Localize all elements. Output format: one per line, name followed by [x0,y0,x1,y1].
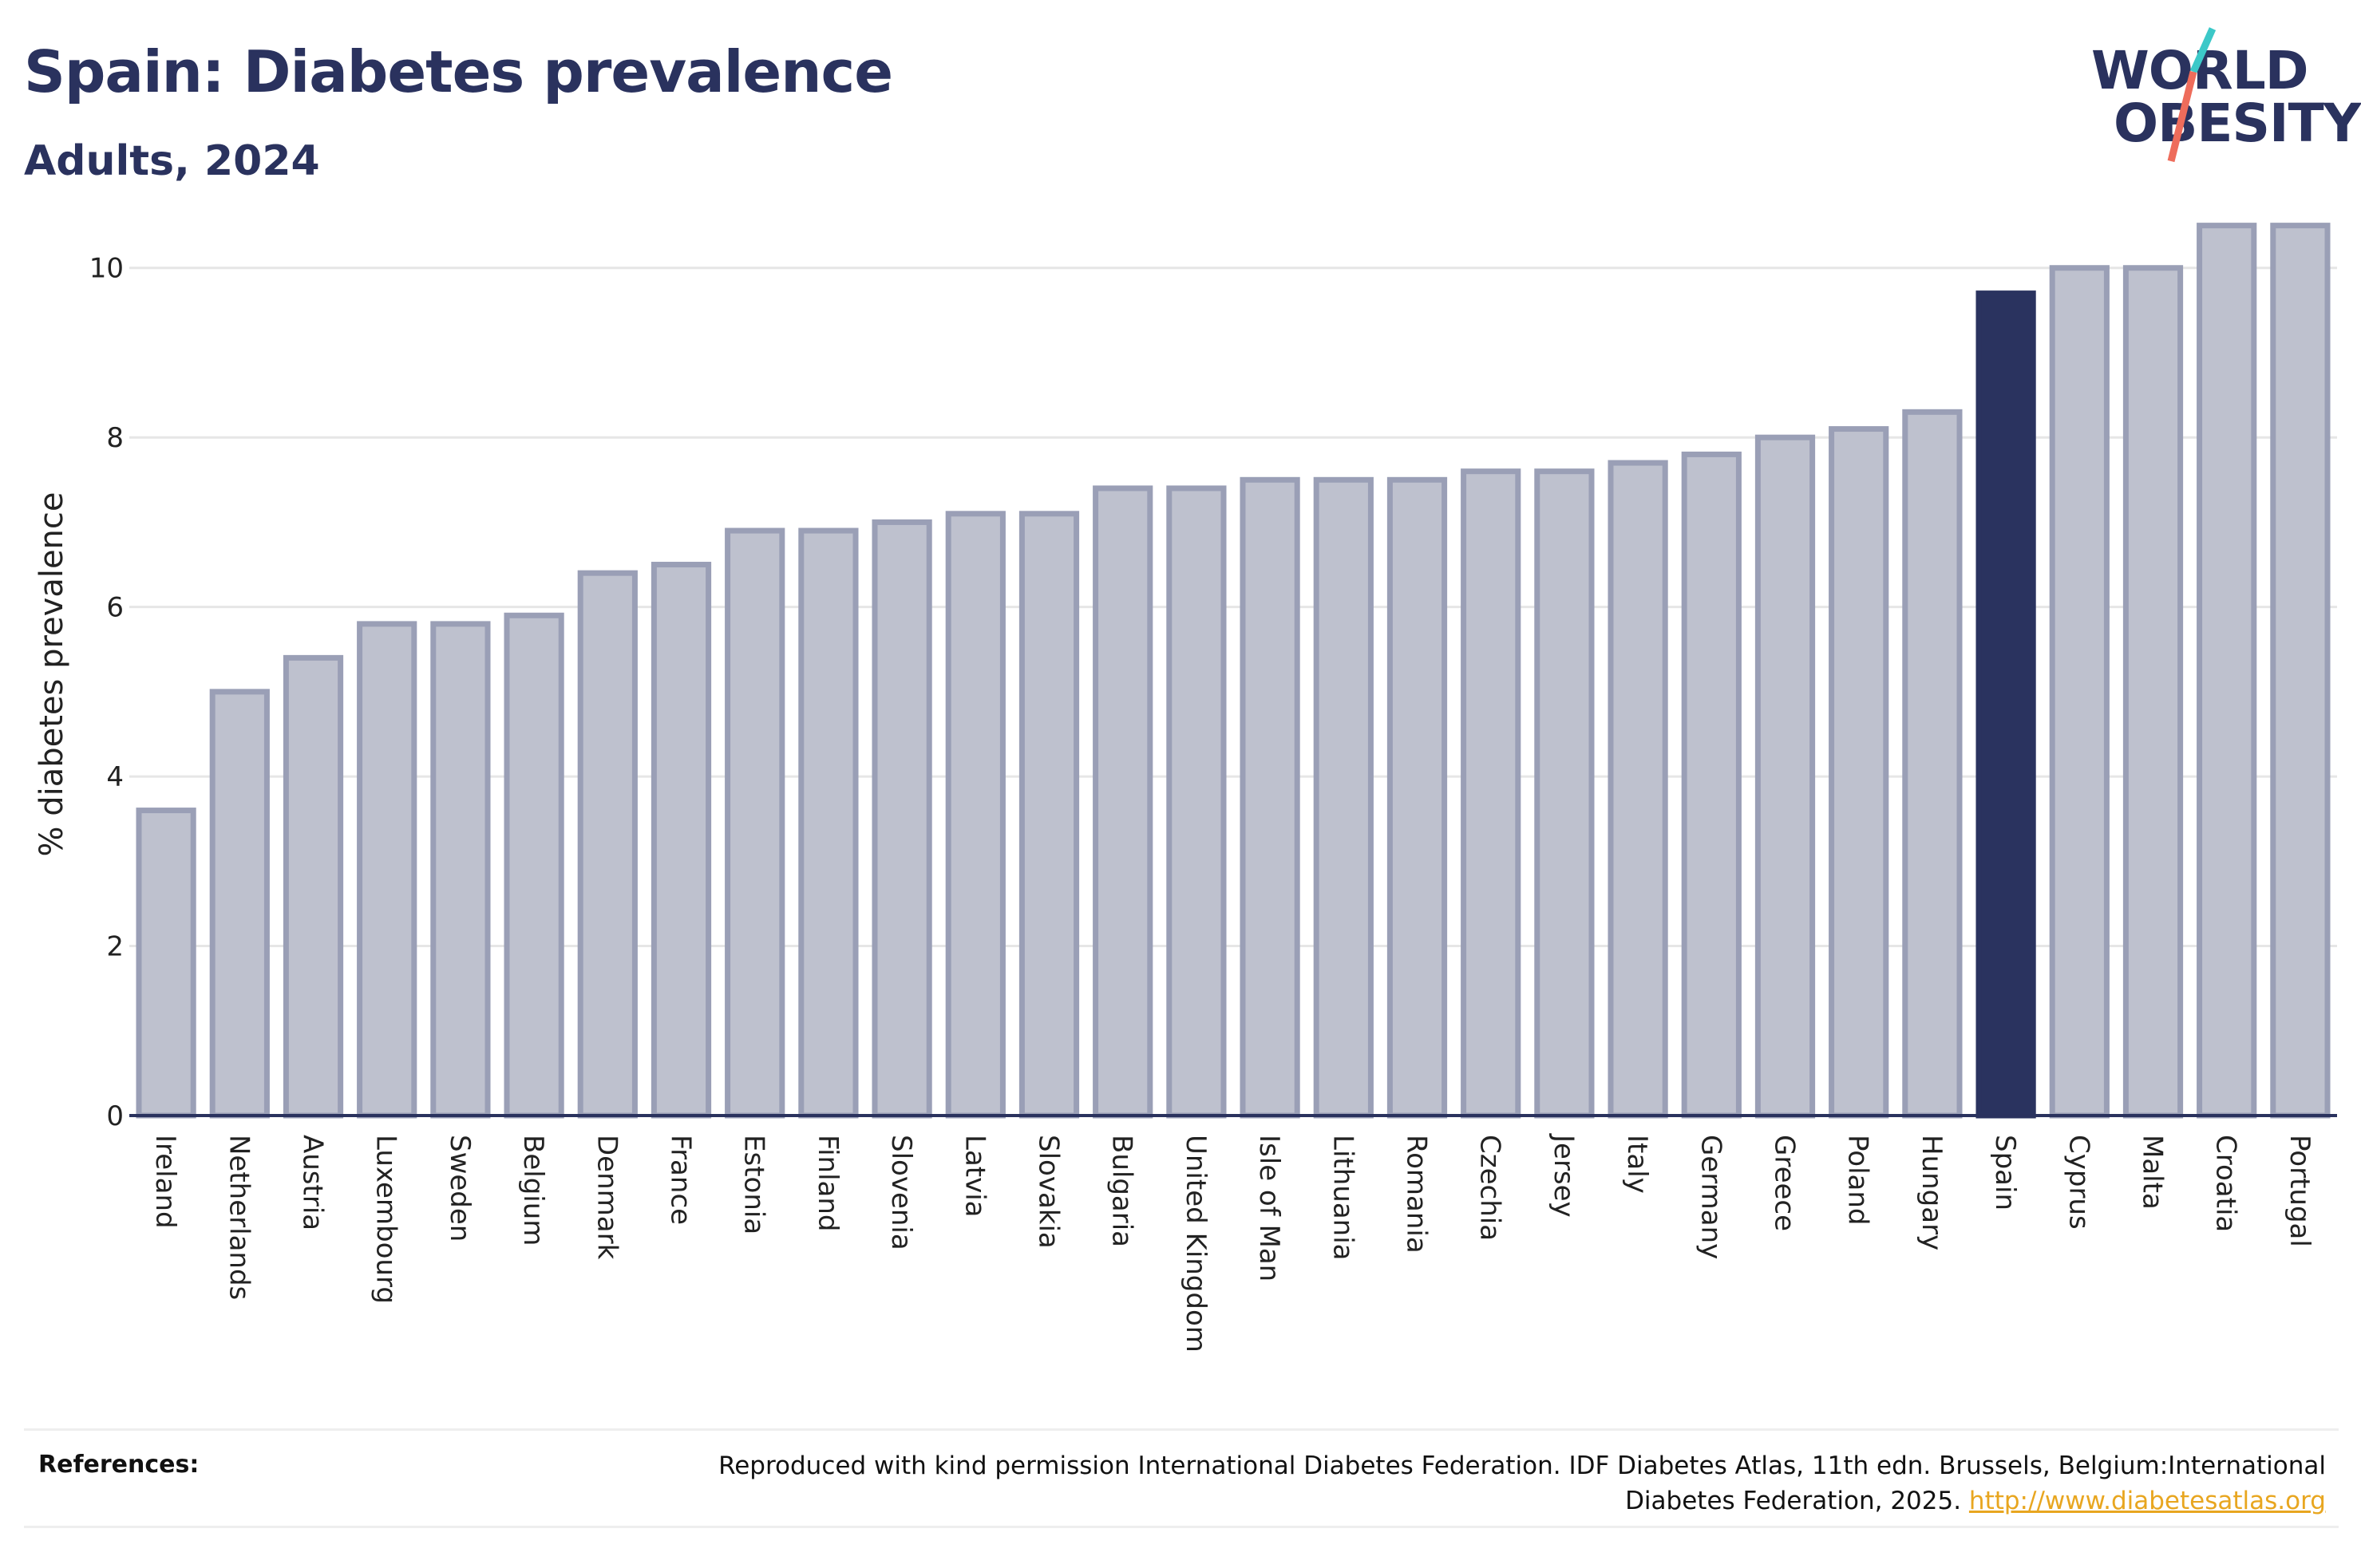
x-tick-label: Lithuania [1327,1135,1358,1260]
bar-sweden [430,621,491,1119]
x-tick-label: Greece [1769,1135,1801,1231]
x-tick-label: Hungary [1916,1135,1948,1250]
x-tick-label: Jersey [1548,1133,1580,1218]
y-tick-label: 4 [106,761,124,793]
bar-netherlands [209,689,270,1119]
logo-line-obesity: OBESITY [2114,93,2361,154]
x-tick-label: Italy [1621,1135,1653,1194]
bar-poland [1829,426,1889,1119]
y-tick-label: 6 [106,592,124,624]
references-top-divider [24,1428,2339,1431]
bar-slovakia [1018,511,1080,1119]
x-tick-label: Denmark [591,1135,623,1260]
x-tick-label: Slovenia [885,1135,917,1250]
x-tick-label: Portugal [2284,1135,2316,1247]
x-tick-label: Finland [812,1135,844,1232]
chart-title: Spain: Diabetes prevalence [24,38,893,105]
bar-lithuania [1313,476,1374,1119]
bar-jersey [1534,468,1595,1119]
bar-luxembourg [357,621,417,1119]
x-tick-label: Estonia [738,1135,770,1234]
bar-belgium [504,612,564,1119]
x-tick-label: Germany [1695,1135,1726,1259]
references-label: References: [38,1451,200,1479]
x-tick-label: Isle of Man [1253,1135,1285,1282]
y-tick-label: 0 [106,1100,124,1132]
bar-latvia [945,511,1006,1119]
x-tick-label: Luxembourg [370,1135,402,1304]
x-tick-label: Netherlands [223,1135,255,1300]
bar-estonia [725,527,785,1119]
logo-slash-icon [2167,27,2217,163]
bar-austria [283,654,344,1119]
x-tick-label: Spain [1989,1135,2021,1211]
x-tick-label: Romania [1401,1135,1433,1254]
y-axis-label: % diabetes prevalence [34,492,70,856]
x-tick-label: Bulgaria [1106,1135,1138,1247]
x-tick-label: Austria [297,1135,329,1230]
bar-denmark [577,570,638,1119]
y-tick-label: 2 [106,931,124,963]
bar-isle-of-man [1240,476,1300,1119]
bar-croatia [2197,223,2257,1119]
x-tick-label: Belgium [517,1135,549,1246]
x-tick-label: France [665,1135,697,1225]
bar-germany [1681,451,1742,1119]
x-tick-label: Cyprus [2062,1135,2094,1230]
bar-bulgaria [1093,485,1153,1119]
x-tick-label: Latvia [959,1135,991,1218]
bar-cyprus [2049,265,2110,1119]
bar-ireland [136,808,196,1119]
bar-finland [798,527,859,1119]
y-tick-label: 10 [89,253,124,285]
x-tick-label: Slovakia [1033,1135,1065,1249]
chart-subtitle: Adults, 2024 [24,137,320,185]
bar-chart: 0 2 4 6 8 10 % diabetes prevalence Ireland Nethe… [34,223,2337,1353]
bar-greece [1754,434,1816,1119]
bar-united-kingdom [1166,485,1227,1119]
x-tick-label: Poland [1842,1135,1874,1226]
x-tick-label: Sweden [444,1135,476,1242]
bar-malta [2122,265,2184,1119]
world-obesity-logo: WORLD OBESITY [2091,24,2361,168]
bar-czechia [1461,468,1521,1119]
bar-italy [1608,460,1668,1119]
bar-france [651,562,712,1119]
x-tick-label: Czechia [1474,1135,1506,1241]
references-link[interactable]: http://www.diabetesatlas.org [1968,1487,2326,1515]
references-bottom-divider [24,1526,2339,1528]
bar-hungary [1902,409,1963,1119]
bar-slovenia [872,519,932,1119]
y-tick-label: 8 [106,422,124,454]
bar-romania [1386,476,1448,1119]
x-tick-label: United Kingdom [1180,1135,1212,1353]
references-citation: Reproduced with kind permission Internat… [718,1451,2326,1515]
bar-spain [1975,290,2036,1119]
x-tick-label: Ireland [149,1135,181,1229]
x-tick-label: Malta [2137,1135,2169,1210]
references-text: Reproduced with kind permission Internat… [650,1448,2326,1519]
bar-portugal [2270,223,2331,1119]
x-tick-label: Croatia [2210,1135,2242,1232]
